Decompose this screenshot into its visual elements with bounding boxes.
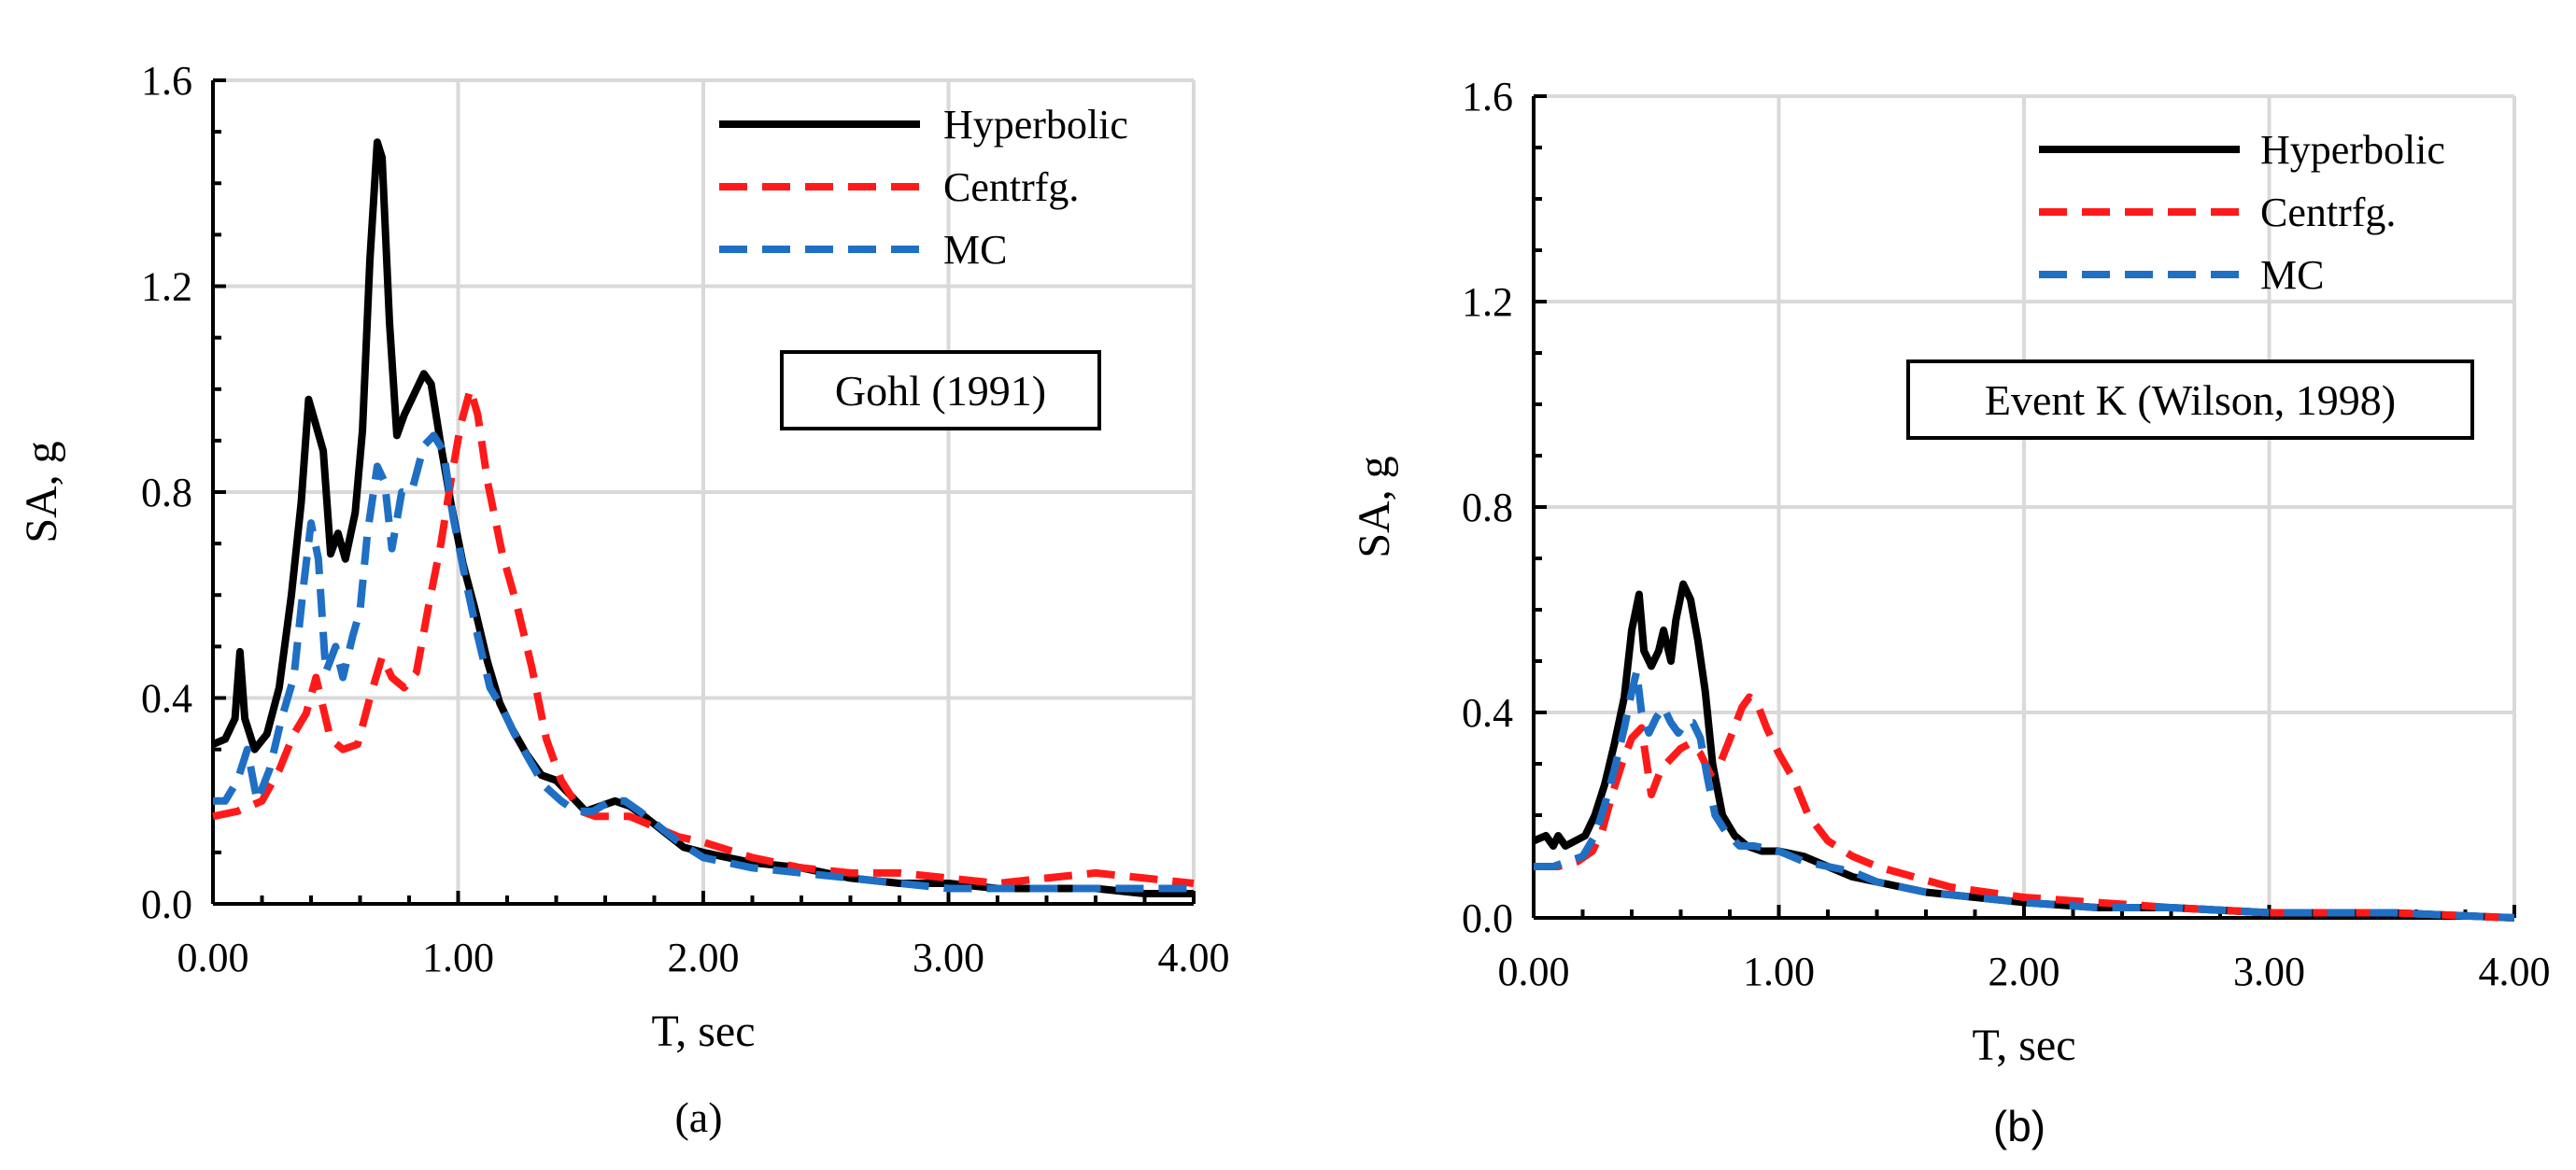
y-tick-label: 1.2 xyxy=(1462,279,1513,325)
y-tick-label: 1.6 xyxy=(1462,74,1513,120)
series-line-centrfg xyxy=(212,385,1195,887)
annotation-box xyxy=(1906,359,2474,440)
series-line-mc xyxy=(1534,668,2515,922)
y-tick-label: 0.4 xyxy=(1462,690,1513,736)
panel-caption: (a) xyxy=(674,1093,722,1141)
chart-panel-a: 0.0 0.4 0.8 1.2 1.6 0.00 1.00 2.00 3.00 4.00 T, se… xyxy=(17,58,1230,1141)
y-tick-label: 0.0 xyxy=(141,881,192,927)
series-line-mc xyxy=(213,431,1194,893)
x-tick-label: 2.00 xyxy=(668,935,740,980)
annotation-label: Event K (Wilson, 1998) xyxy=(1985,376,2396,424)
y-axis-label: SA, g xyxy=(1350,456,1399,557)
legend-label: Centrfg. xyxy=(943,164,1079,210)
x-tick-label: 4.00 xyxy=(2479,949,2551,994)
annotation-box xyxy=(780,350,1101,430)
chart-panel-b: 0.0 0.4 0.8 1.2 1.6 0.00 1.00 2.00 3.00 4.00 T, se… xyxy=(1350,74,2551,1150)
y-tick-label: 0.4 xyxy=(141,676,192,722)
x-axis-label: T, sec xyxy=(1972,1021,2075,1070)
panel-caption: (b) xyxy=(1993,1102,2045,1150)
x-tick-label: 3.00 xyxy=(2233,949,2305,994)
x-tick-label: 3.00 xyxy=(913,935,984,980)
legend-label: Centrfg. xyxy=(2260,190,2396,235)
series-line-centrfg xyxy=(1534,693,2515,922)
x-tick-label: 0.00 xyxy=(1498,949,1570,994)
y-tick-label: 1.2 xyxy=(141,264,192,310)
y-tick-label: 0.8 xyxy=(141,470,192,515)
y-tick-label: 0.0 xyxy=(1462,895,1513,941)
x-tick-label: 1.00 xyxy=(422,935,494,980)
y-axis-label: SA, g xyxy=(17,441,66,543)
legend-label: MC xyxy=(943,227,1007,273)
x-axis-label: T, sec xyxy=(651,1007,755,1056)
x-tick-label: 0.00 xyxy=(177,935,249,980)
y-tick-label: 1.6 xyxy=(141,58,192,104)
legend-label: Hyperbolic xyxy=(943,102,1128,148)
x-tick-label: 4.00 xyxy=(1158,935,1230,980)
y-tick-label: 0.8 xyxy=(1462,485,1513,530)
x-tick-label: 1.00 xyxy=(1743,949,1815,994)
annotation-label: Gohl (1991) xyxy=(835,367,1046,415)
x-tick-label: 2.00 xyxy=(1989,949,2060,994)
legend-label: Hyperbolic xyxy=(2260,127,2445,173)
legend-label: MC xyxy=(2260,252,2324,298)
